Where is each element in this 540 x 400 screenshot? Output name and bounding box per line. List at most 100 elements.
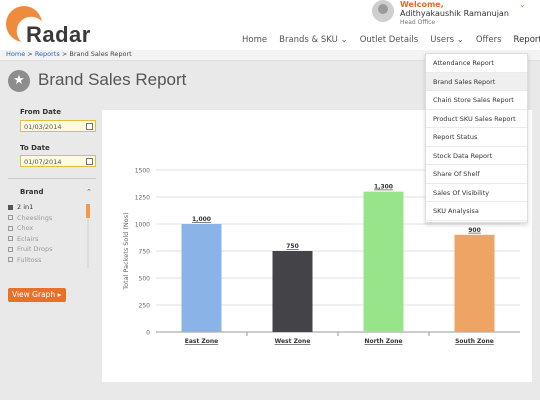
reports-dropdown-menu: Attendance Report Brand Sales Report Chain… (425, 53, 528, 223)
chevron-down-icon: ⌄ (454, 35, 464, 45)
y-tick-label: 750 (139, 249, 151, 256)
menu-item-sku-analysisa[interactable]: SKU Analysisa (426, 202, 527, 221)
breadcrumb-home[interactable]: Home (6, 50, 26, 58)
x-tick-label: South Zone (455, 338, 494, 345)
menu-item-product-sku-sales-report[interactable]: Product SKU Sales Report (426, 110, 527, 128)
menu-item-report-status[interactable]: Report Status (426, 128, 527, 147)
from-date-label: From Date (20, 108, 61, 116)
data-label: 1,000 (192, 216, 211, 223)
welcome-text: Welcome, (400, 0, 444, 9)
brand-item[interactable]: Fruit Drops (8, 244, 88, 255)
brand-scrollbar-thumb[interactable] (86, 204, 90, 218)
nav-item-label: Users (430, 35, 455, 45)
menu-item-stock-data-report[interactable]: Stock Data Report (426, 147, 527, 165)
nav-item-label: Home (242, 35, 268, 45)
user-name: Adithyakaushik Ramanujan (400, 9, 509, 18)
brand-checkbox[interactable] (8, 204, 13, 210)
brand-item[interactable]: Chox (8, 223, 88, 234)
data-label: 750 (286, 243, 299, 250)
bar (454, 234, 495, 332)
y-tick-label: 0 (146, 330, 150, 337)
avatar (372, 0, 394, 22)
user-office: Head Office (400, 19, 436, 26)
brand-checkbox[interactable] (8, 236, 13, 241)
chevron-up-icon[interactable]: ⌃ (86, 188, 92, 196)
play-icon: ▸ (57, 290, 62, 299)
calendar-icon[interactable] (86, 123, 93, 130)
brand-item-label: Fulltoss (17, 255, 42, 264)
y-tick-label: 250 (139, 303, 151, 310)
bar (272, 251, 313, 332)
brand-item[interactable]: Fulltoss (8, 255, 88, 266)
brand-item[interactable]: Cheeslings (8, 213, 88, 224)
brand-item-label: Cheeslings (17, 213, 53, 222)
breadcrumb-separator: > (61, 50, 68, 58)
data-label: 1,300 (374, 184, 393, 191)
brand-item-label: Fruit Drops (17, 245, 53, 253)
to-date-value: 01/07/2014 (24, 158, 62, 166)
main-nav: Home Brands & SKU ⌄ Outlet Details Users ⌄ O… (236, 33, 540, 49)
nav-item-label: Outlet Details (359, 35, 419, 45)
brand-item-label: Eclairs (17, 234, 39, 243)
y-tick-label: 1250 (135, 195, 150, 202)
y-tick-label: 1500 (135, 168, 150, 175)
star-icon: ★ (8, 70, 30, 92)
from-date-value: 01/03/2014 (24, 123, 62, 131)
nav-item-label: Brands & SKU (279, 35, 338, 45)
divider (8, 178, 96, 179)
bar (181, 224, 222, 332)
x-tick-label: East Zone (185, 338, 219, 345)
brand-checkbox[interactable] (8, 246, 13, 252)
data-label: 900 (468, 227, 481, 234)
radar-logo-icon (6, 6, 42, 42)
breadcrumb-bar: Home > Reports > Brand Sales Report (0, 50, 540, 61)
bar (363, 191, 404, 332)
nav-item-label: Offers (475, 35, 502, 45)
breadcrumb-current: Brand Sales Report (69, 50, 132, 58)
nav-item-users[interactable]: Users ⌄ (424, 33, 470, 49)
nav-item-offers[interactable]: Offers (470, 33, 508, 49)
brand-item[interactable]: 2 in1 (8, 202, 88, 213)
from-date-input[interactable]: 01/03/2014 (20, 120, 96, 132)
brand-checkbox[interactable] (8, 215, 13, 220)
breadcrumb: Home > Reports > Brand Sales Report (6, 50, 132, 59)
y-tick-label: 1000 (135, 222, 150, 229)
menu-item-sales-of-visibility[interactable]: Sales Of Visibility (426, 184, 527, 202)
brand-checkbox[interactable] (8, 225, 13, 231)
x-tick-label: North Zone (364, 338, 402, 345)
brand-item[interactable]: Eclairs (8, 234, 88, 245)
nav-item-brands-sku[interactable]: Brands & SKU ⌄ (273, 33, 354, 49)
brand-item-label: Chox (17, 224, 34, 232)
logo-text: Radar (26, 22, 91, 47)
menu-item-brand-sales-report[interactable]: Brand Sales Report (426, 72, 527, 91)
brand-label: Brand (20, 188, 44, 196)
brand-scrollbar[interactable] (87, 204, 89, 268)
page-title: Brand Sales Report (38, 70, 187, 89)
chevron-down-icon[interactable]: ⌄ (519, 0, 526, 9)
nav-item-outlet-details[interactable]: Outlet Details (354, 33, 425, 49)
nav-item-reports[interactable]: Reports ⌄ (508, 33, 540, 49)
view-graph-label: View Graph (12, 290, 56, 299)
user-menu[interactable]: Welcome, Adithyakaushik Ramanujan Head O… (372, 0, 540, 32)
y-tick-label: 500 (139, 276, 151, 283)
calendar-icon[interactable] (86, 158, 93, 165)
chevron-down-icon: ⌄ (337, 35, 348, 45)
x-tick-label: West Zone (275, 338, 311, 345)
header: Radar Welcome, Adithyakaushik Ramanujan … (0, 0, 540, 50)
nav-item-home[interactable]: Home (236, 33, 273, 49)
menu-item-share-of-shelf[interactable]: Share Of Shelf (426, 165, 527, 184)
menu-item-chain-store-sales-report[interactable]: Chain Store Sales Report (426, 91, 527, 110)
brand-checkbox[interactable] (8, 257, 13, 262)
to-date-label: To Date (20, 144, 50, 152)
y-axis-label: Total Packets Sold (Nos) (122, 212, 130, 290)
brand-item-label: 2 in1 (17, 203, 34, 211)
radar-logo[interactable]: Radar (6, 6, 96, 48)
brand-sales-chart: 0 250 500 750 1000 1250 1500 Total Packets Sold… (122, 168, 520, 345)
breadcrumb-separator: > (27, 50, 33, 58)
view-graph-button[interactable]: View Graph ▸ (8, 288, 66, 302)
to-date-input[interactable]: 01/07/2014 (20, 155, 96, 167)
brand-list: 2 in1 Cheeslings Chox Eclairs Fruit Drops Ful… (8, 202, 88, 265)
menu-item-attendance-report[interactable]: Attendance Report (426, 54, 527, 73)
breadcrumb-reports[interactable]: Reports (34, 50, 60, 58)
nav-item-label: Reports (513, 35, 540, 45)
